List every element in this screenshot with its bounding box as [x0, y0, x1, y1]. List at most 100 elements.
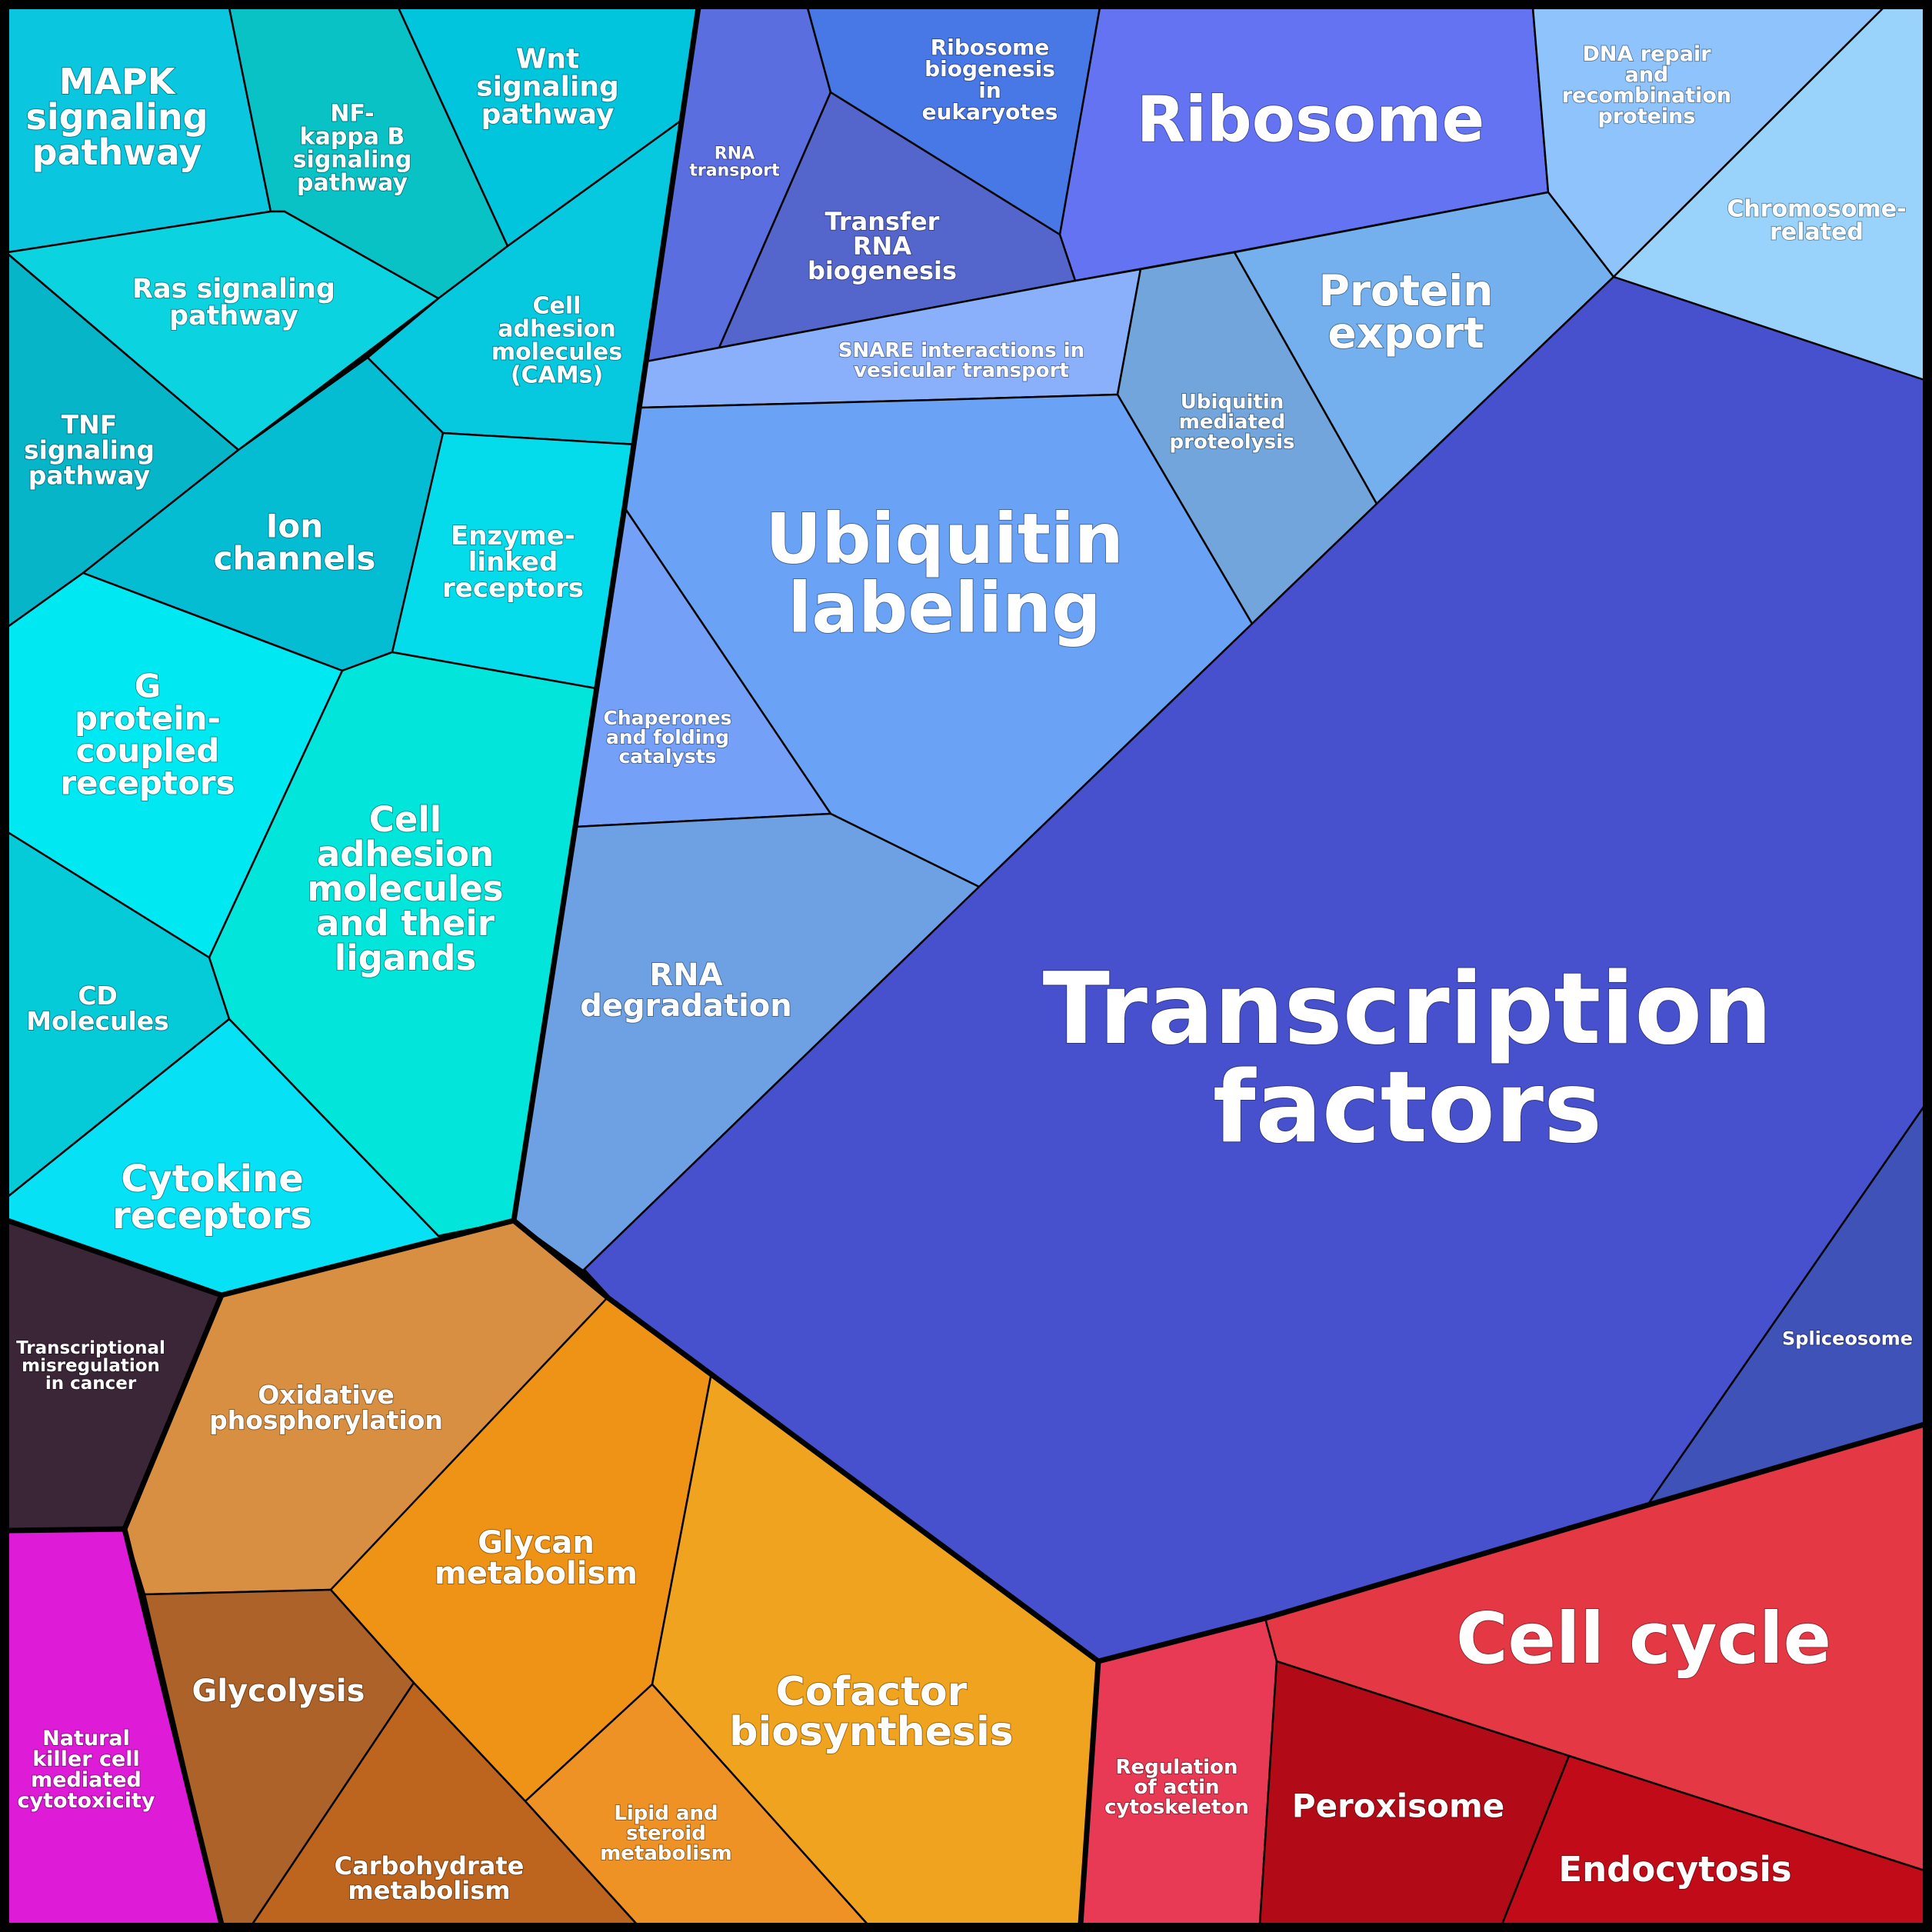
label-line: Natural [42, 1727, 130, 1750]
label-line: Chaperones [603, 707, 731, 729]
label-line: labeling [788, 568, 1101, 649]
label-line: catalysts [618, 745, 716, 768]
label-line: Enzyme- [451, 521, 575, 551]
label-line: DNA repair [1582, 42, 1711, 66]
label-line: cytoskeleton [1104, 1796, 1249, 1819]
label-line: biogenesis [924, 56, 1055, 82]
label-line: RNA [649, 958, 722, 993]
label-protExport: Protein export [1319, 266, 1494, 358]
label-cd: CD Molecules [26, 981, 169, 1036]
label-line: Cytokine [121, 1158, 304, 1201]
label-line: Regulation [1116, 1756, 1238, 1779]
label-line: mediated [31, 1768, 142, 1792]
label-line: molecules [491, 339, 622, 366]
label-line: Molecules [26, 1006, 169, 1036]
label-line: pathway [481, 99, 615, 131]
label-line: Oxidative [258, 1380, 395, 1410]
label-cytokine: Cytokine receptors [112, 1158, 312, 1237]
label-endocytosis: Endocytosis [1558, 1849, 1791, 1890]
label-line: biogenesis [808, 256, 957, 285]
label-chaperones: Chaperones and folding catalysts [603, 707, 731, 768]
label-line: MAPK [59, 61, 177, 102]
label-line: protein- [75, 700, 221, 738]
label-line: metabolism [348, 1876, 510, 1905]
label-line: cytotoxicity [18, 1789, 155, 1813]
label-carb: Carbohydrate metabolism [335, 1851, 525, 1905]
group-border [6, 1217, 1925, 1664]
label-actin: Regulation of actin cytoskeleton [1104, 1756, 1249, 1819]
label-chromosome: Chromosome-related [1727, 196, 1906, 246]
label-tf: Transcription factors [1043, 952, 1773, 1165]
label-line: signaling [24, 435, 155, 465]
label-line: adhesion [317, 834, 494, 874]
label-line: Glycan [478, 1525, 595, 1561]
label-lipid: Lipid and steroid metabolism [600, 1802, 732, 1865]
label-line: signaling [25, 96, 208, 138]
label-dnaRepair: DNA repair and recombination proteins [1562, 42, 1731, 128]
label-line: export [1327, 308, 1484, 358]
label-line: Transcriptional [16, 1338, 165, 1358]
label-line: RNA [853, 232, 911, 261]
label-line: pathway [297, 170, 408, 197]
label-line: and [1625, 63, 1669, 87]
label-snare: SNARE interactions in vesicular transport [838, 339, 1084, 382]
label-ion: Ion channels [214, 508, 376, 578]
label-line: Chromosome- [1727, 196, 1906, 223]
label-peroxisome: Peroxisome [1292, 1787, 1504, 1825]
label-cams: Cell adhesion molecules (CAMs) [491, 293, 622, 389]
label-line: (CAMs) [511, 362, 603, 389]
label-line: phosphorylation [209, 1405, 443, 1435]
label-line: receptors [60, 764, 235, 802]
label-ubiqProt: Ubiquitin mediated proteolysis [1170, 391, 1295, 454]
label-line: ligands [335, 938, 476, 978]
label-line: in cancer [45, 1374, 137, 1394]
label-line: Wnt [516, 44, 580, 75]
label-line: Spliceosome [1782, 1327, 1913, 1349]
label-cellAdhLig: Cell adhesion molecules and their ligands [307, 799, 503, 978]
label-line: metabolism [435, 1556, 638, 1591]
label-riboBio: Ribosome biogenesis in eukaryotes [922, 35, 1058, 125]
label-line: Carbohydrate [335, 1851, 525, 1880]
group-border [511, 7, 701, 1221]
label-line: Ribosome [931, 35, 1050, 60]
label-line: Cell [369, 799, 441, 840]
label-ras: Ras signaling pathway [132, 274, 335, 331]
label-line: linked [468, 547, 558, 578]
label-line: mediated [1179, 411, 1285, 434]
label-line: Protein [1319, 266, 1494, 315]
label-spliceosome: Spliceosome [1782, 1327, 1913, 1349]
label-line: SNARE interactions in [838, 339, 1084, 362]
label-line: degradation [580, 988, 792, 1024]
label-line: coupled [76, 732, 220, 770]
label-line: Transcription [1043, 952, 1773, 1067]
cells-layer [6, 6, 1926, 1926]
label-line: Ion [266, 508, 323, 545]
label-line: Transfer [825, 207, 940, 236]
label-line: of actin [1134, 1776, 1219, 1799]
label-line: biosynthesis [729, 1709, 1014, 1755]
label-line: TNF [62, 410, 118, 440]
label-line: Peroxisome [1292, 1787, 1504, 1825]
label-line: G [135, 668, 161, 705]
label-enzyme: Enzyme-linked receptors [442, 521, 584, 604]
label-line: Cell [533, 293, 581, 320]
group-borders [6, 7, 1925, 1925]
label-oxphos: Oxidative phosphorylation [209, 1380, 443, 1435]
label-cofactor: Cofactor biosynthesis [729, 1669, 1014, 1755]
label-ubiqLabel: Ubiquitin labeling [765, 499, 1124, 649]
label-tRNA: Transfer RNA biogenesis [808, 207, 957, 285]
label-glycolysis: Glycolysis [192, 1674, 365, 1709]
label-line: killer cell [32, 1747, 140, 1771]
group-border [122, 1528, 225, 1925]
label-line: steroid [626, 1822, 706, 1845]
label-wnt: Wnt signaling pathway [476, 44, 619, 131]
label-line: recombination [1562, 84, 1731, 108]
label-line: Ras signaling [132, 274, 335, 305]
label-line: Cell cycle [1456, 1597, 1831, 1680]
label-rnaDeg: RNA degradation [580, 958, 792, 1024]
